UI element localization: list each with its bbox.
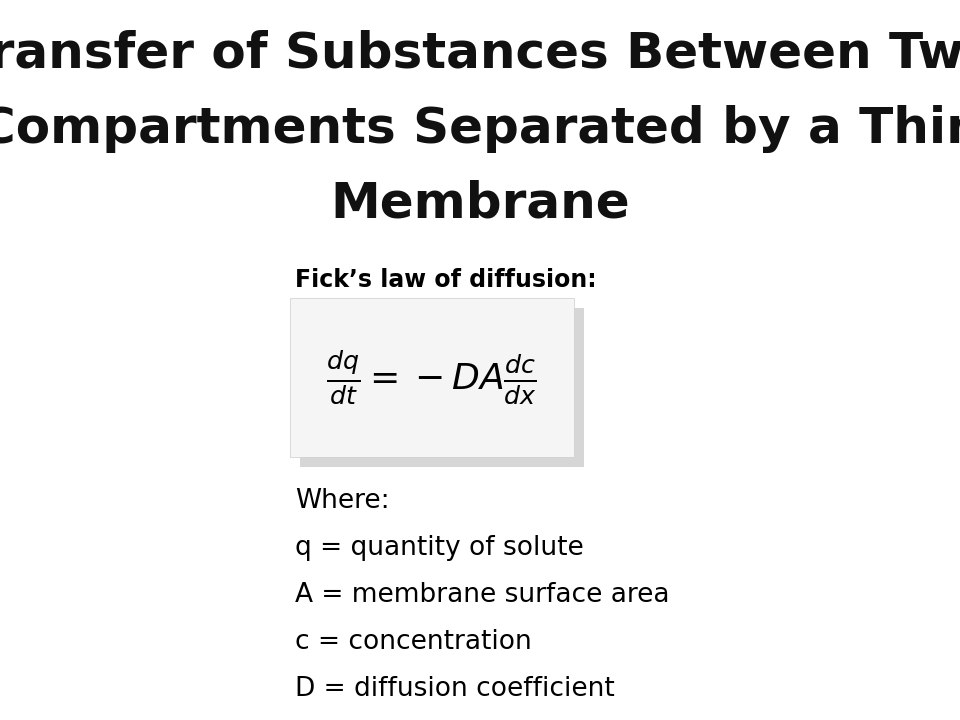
- Text: c = concentration: c = concentration: [295, 629, 532, 655]
- Text: q = quantity of solute: q = quantity of solute: [295, 535, 584, 561]
- FancyBboxPatch shape: [300, 308, 584, 467]
- Text: Fick’s law of diffusion:: Fick’s law of diffusion:: [295, 268, 596, 292]
- Text: $\frac{dq}{dt} = -DA\frac{dc}{dx}$: $\frac{dq}{dt} = -DA\frac{dc}{dx}$: [326, 348, 538, 406]
- Text: Membrane: Membrane: [330, 180, 630, 228]
- Text: Compartments Separated by a Thin: Compartments Separated by a Thin: [0, 105, 960, 153]
- Text: Transfer of Substances Between Two: Transfer of Substances Between Two: [0, 30, 960, 78]
- Text: D = diffusion coefficient: D = diffusion coefficient: [295, 676, 614, 702]
- FancyBboxPatch shape: [290, 298, 574, 457]
- Text: Where:: Where:: [295, 488, 390, 514]
- Text: A = membrane surface area: A = membrane surface area: [295, 582, 669, 608]
